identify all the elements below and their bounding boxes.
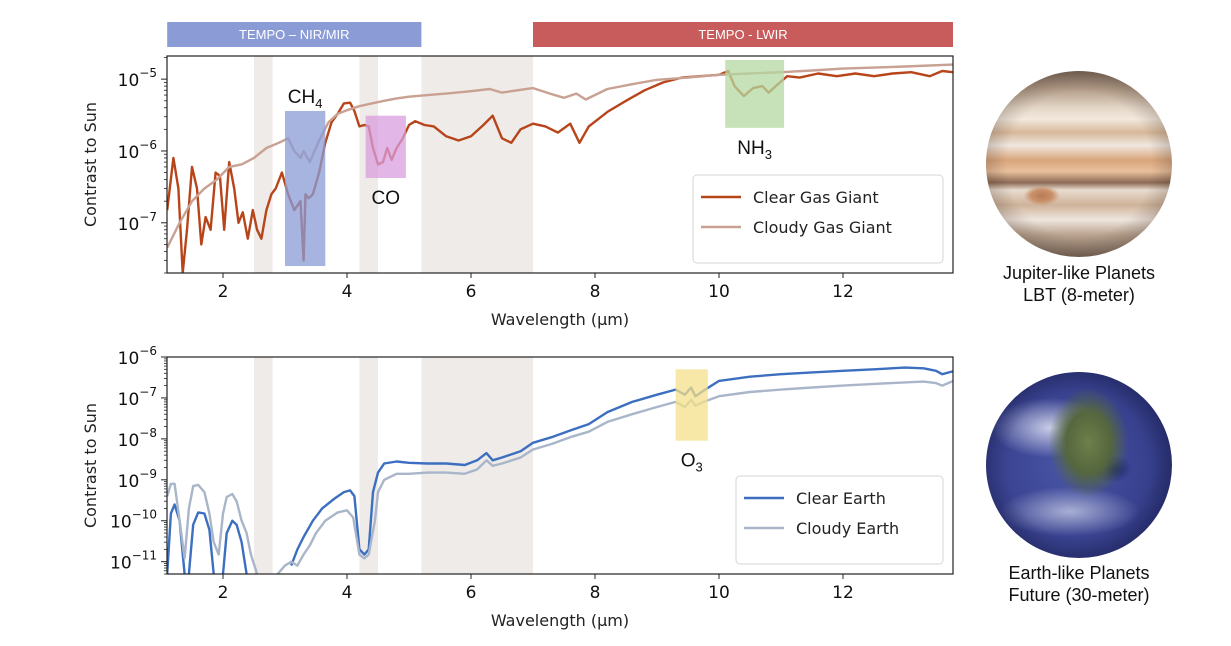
x-tick-label: 10 bbox=[708, 583, 730, 603]
x-tick-label: 12 bbox=[832, 282, 854, 302]
legend-label: Clear Earth bbox=[796, 489, 886, 508]
feature-box-nh3 bbox=[725, 59, 785, 128]
jupiter-caption-line2: LBT (8-meter) bbox=[1023, 285, 1135, 305]
y-tick-exponent: −10 bbox=[132, 508, 157, 522]
y-tick-exponent: −9 bbox=[139, 467, 157, 481]
series-line-cloudy-gas-giant bbox=[167, 63, 953, 249]
legend-box bbox=[735, 475, 944, 565]
series-line-clear-earth bbox=[221, 519, 248, 574]
x-tick-label: 2 bbox=[218, 282, 229, 302]
jupiter-image bbox=[986, 71, 1172, 257]
feature-label-subscript: 3 bbox=[765, 147, 772, 162]
x-tick-label: 4 bbox=[342, 583, 353, 603]
feature-label-co: CO bbox=[372, 188, 401, 209]
y-tick-label: 10−6 bbox=[118, 344, 157, 369]
series-line-clear-earth bbox=[290, 366, 953, 567]
feature-label-o3: O3 bbox=[681, 451, 703, 475]
legend-box bbox=[692, 174, 944, 264]
y-tick-exponent: −7 bbox=[139, 385, 157, 399]
x-axis-title: Wavelength (μm) bbox=[491, 310, 629, 329]
legend-label: Cloudy Earth bbox=[796, 519, 899, 538]
y-tick-exponent: −11 bbox=[132, 549, 157, 563]
y-tick-exponent: −8 bbox=[139, 426, 157, 440]
plot-frame bbox=[166, 356, 954, 575]
y-tick-exponent: −7 bbox=[139, 210, 157, 224]
series-line-cloudy-earth bbox=[167, 482, 259, 574]
jupiter-caption-line1: Jupiter-like Planets bbox=[1002, 263, 1156, 283]
x-tick-label: 6 bbox=[466, 583, 477, 603]
y-tick-label: 10−7 bbox=[118, 210, 157, 235]
series-line-clear-earth bbox=[187, 511, 215, 574]
feature-label-subscript: 3 bbox=[695, 460, 702, 475]
earth-caption-line2: Future (30-meter) bbox=[1008, 585, 1150, 605]
y-tick-exponent: −6 bbox=[139, 138, 157, 152]
feature-label-nh3: NH3 bbox=[737, 138, 772, 162]
x-axis-title: Wavelength (μm) bbox=[491, 611, 629, 630]
legend-label: Clear Gas Giant bbox=[753, 188, 879, 207]
y-tick-exponent: −6 bbox=[139, 344, 157, 358]
x-tick-label: 10 bbox=[708, 282, 730, 302]
gap-band bbox=[254, 56, 273, 273]
panel-0: CH4 CO NH3 2 4 6 8 10 12 Wavelength (μm) 10−7 10−6 1… bbox=[81, 55, 954, 329]
panel-1: O3 2 4 6 8 10 12 Wavelength (μm) 10−11 10−10 10−9 1… bbox=[81, 344, 954, 630]
gap-band bbox=[359, 357, 378, 574]
feature-box-o3 bbox=[675, 369, 708, 441]
y-tick-label: 10−8 bbox=[118, 426, 157, 451]
gap-band bbox=[254, 357, 273, 574]
plot-frame bbox=[166, 55, 954, 274]
feature-label-ch4: CH4 bbox=[288, 87, 323, 111]
y-tick-label: 10−9 bbox=[118, 467, 157, 492]
instrument-band-label-0: TEMPO – NIR/MIR bbox=[239, 27, 350, 42]
y-tick-label: 10−10 bbox=[110, 508, 157, 533]
instrument-band-label-1: TEMPO - LWIR bbox=[698, 27, 787, 42]
gap-band bbox=[421, 357, 533, 574]
earth-caption-line1: Earth-like Planets bbox=[1008, 563, 1150, 583]
feature-label-subscript: 4 bbox=[315, 96, 322, 111]
feature-box-ch4 bbox=[285, 111, 326, 267]
x-tick-label: 8 bbox=[590, 282, 601, 302]
y-tick-exponent: −5 bbox=[139, 66, 157, 80]
x-tick-label: 2 bbox=[218, 583, 229, 603]
feature-box-co bbox=[365, 115, 406, 179]
y-tick-label: 10−7 bbox=[118, 385, 157, 410]
y-tick-label: 10−6 bbox=[118, 138, 157, 163]
earth-caption: Earth-like Planets Future (30-meter) bbox=[969, 562, 1189, 606]
y-tick-label: 10−5 bbox=[118, 66, 157, 91]
x-tick-label: 12 bbox=[832, 583, 854, 603]
y-tick-label: 10−11 bbox=[110, 549, 157, 574]
x-tick-label: 6 bbox=[466, 282, 477, 302]
gap-band bbox=[421, 56, 533, 273]
jupiter-caption: Jupiter-like Planets LBT (8-meter) bbox=[969, 262, 1189, 306]
series-line-cloudy-earth bbox=[276, 379, 953, 574]
plot-area bbox=[167, 357, 953, 574]
instrument-band-1 bbox=[533, 22, 953, 47]
x-tick-label: 8 bbox=[590, 583, 601, 603]
y-axis-title: Contrast to Sun bbox=[81, 102, 100, 227]
earth-image bbox=[986, 372, 1172, 558]
y-axis-title: Contrast to Sun bbox=[81, 403, 100, 528]
plot-area bbox=[167, 56, 953, 273]
x-tick-label: 4 bbox=[342, 282, 353, 302]
legend-label: Cloudy Gas Giant bbox=[753, 218, 892, 237]
instrument-band-0 bbox=[167, 22, 422, 47]
